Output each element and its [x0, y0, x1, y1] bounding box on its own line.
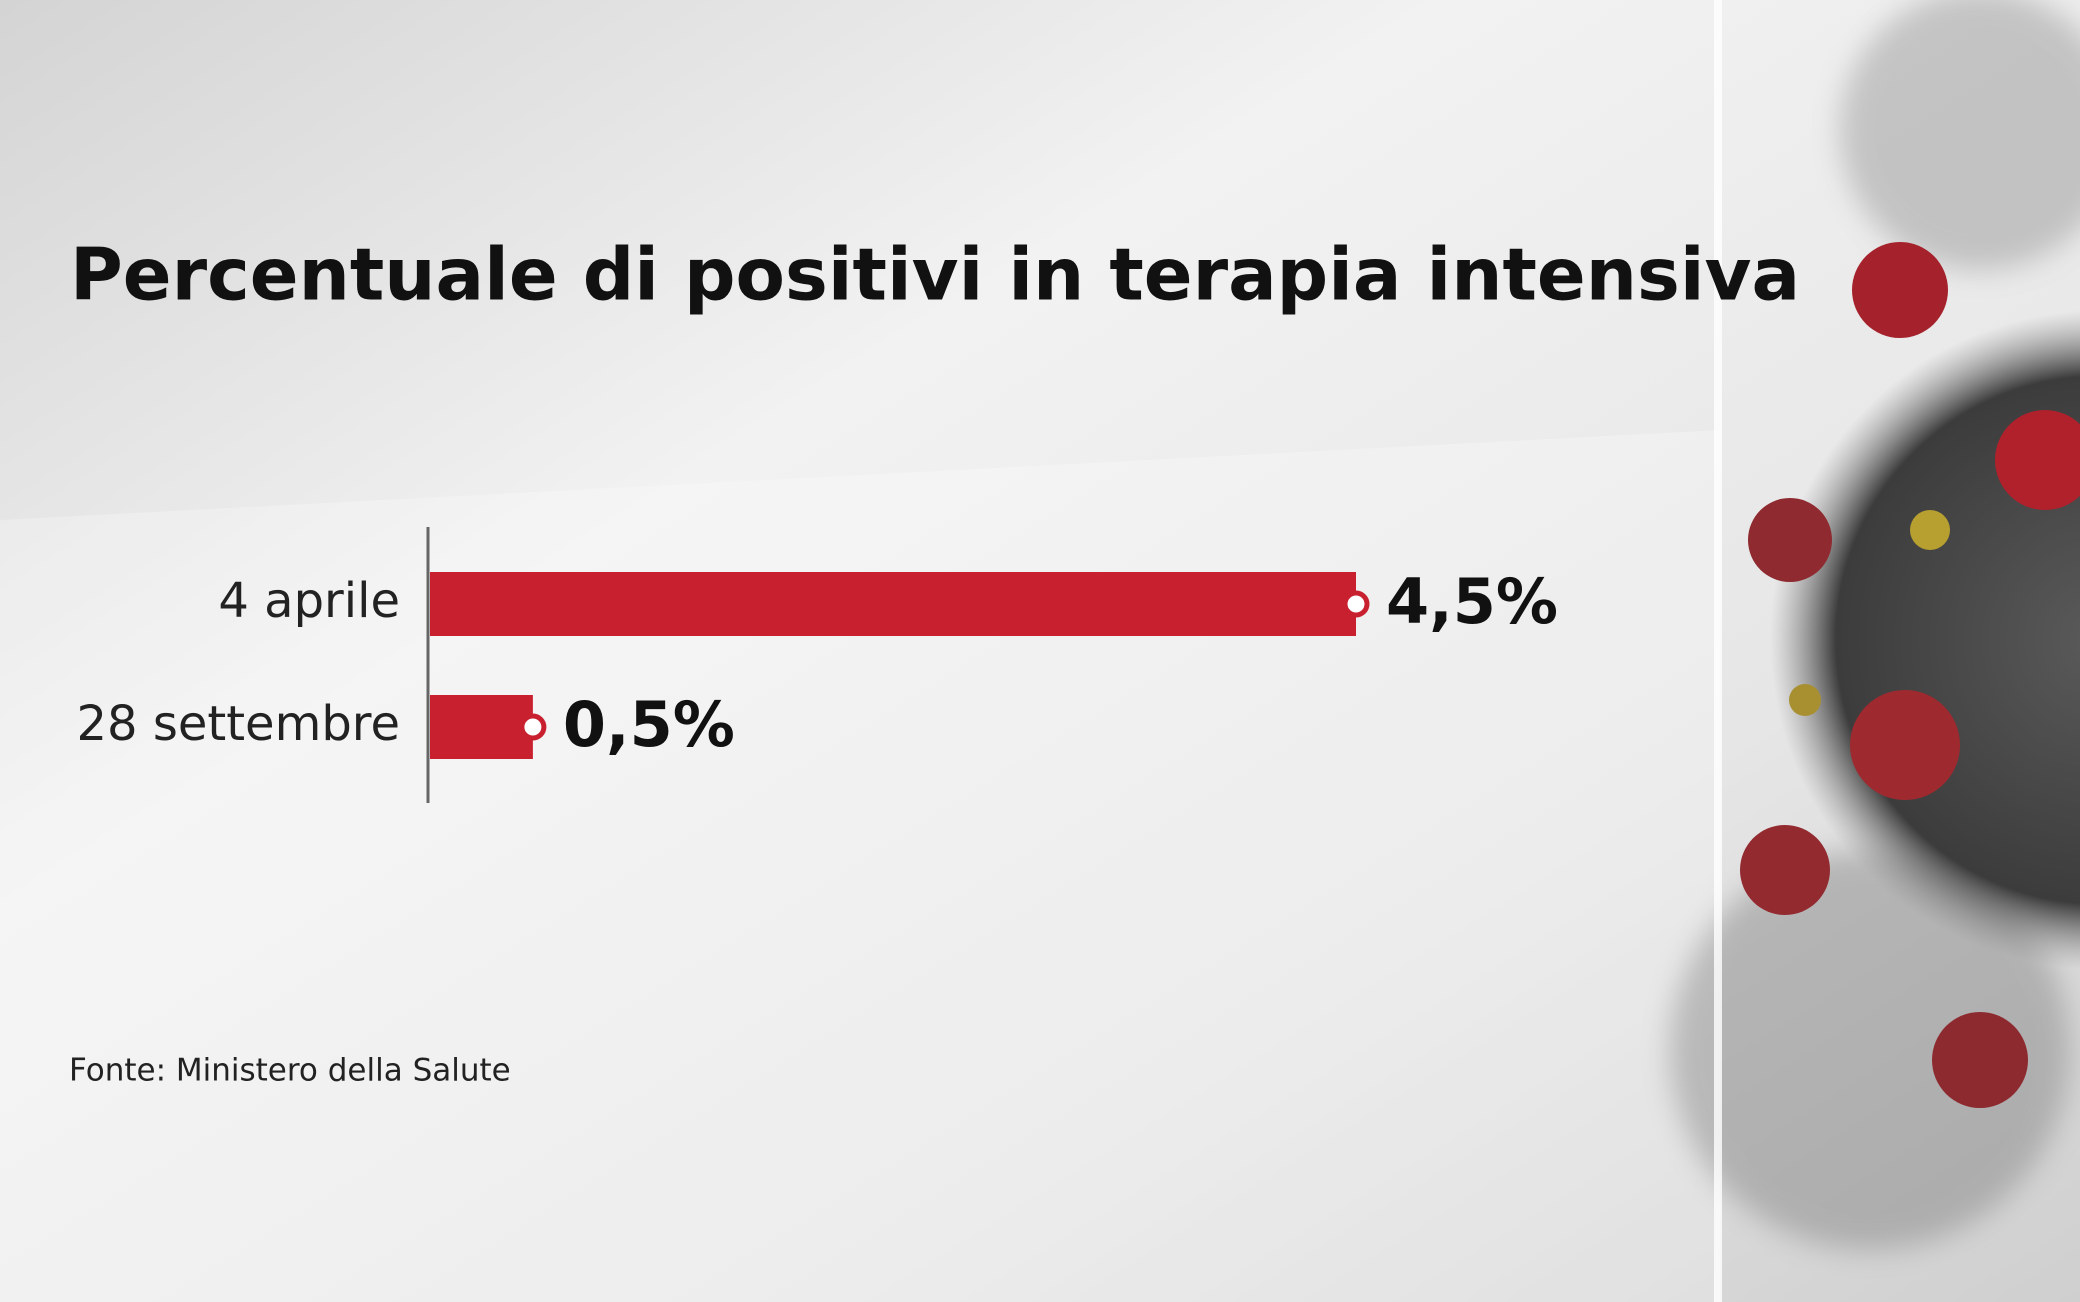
- virus-spike: [1852, 242, 1948, 338]
- virus-spike: [1995, 410, 2080, 510]
- divider: [1714, 0, 1722, 1302]
- virus-blur: [1670, 850, 2070, 1250]
- value-label: 4,5%: [1386, 565, 1558, 638]
- virus-blur: [1840, 0, 2080, 270]
- category-label: 4 aprile: [218, 573, 400, 629]
- bar: [430, 572, 1356, 636]
- category-label: 28 settembre: [77, 696, 400, 752]
- bar: [430, 695, 533, 759]
- virus-spike: [1740, 825, 1830, 915]
- virus-spike: [1789, 684, 1821, 716]
- virus-spike: [1910, 510, 1950, 550]
- virus-spike: [1748, 498, 1832, 582]
- bar-end-marker: [1342, 590, 1370, 618]
- virus-spike: [1850, 690, 1960, 800]
- chart-title: Percentuale di positivi in terapia inten…: [70, 233, 1800, 317]
- source: Fonte: Ministero della Salute: [69, 1053, 511, 1089]
- value-label: 0,5%: [563, 688, 735, 761]
- virus-decoration: [1670, 0, 2080, 1250]
- light-band: [0, 430, 1720, 1302]
- virus-spike: [1932, 1012, 2028, 1108]
- bar-end-marker: [519, 713, 547, 741]
